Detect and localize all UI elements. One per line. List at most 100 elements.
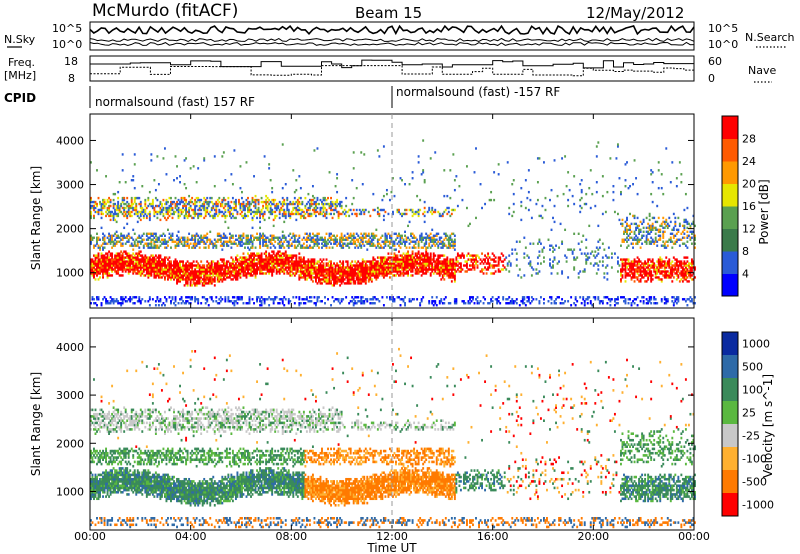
range-cell [170, 302, 172, 305]
range-cell [213, 216, 216, 220]
range-cell [505, 268, 508, 271]
range-cell [408, 242, 411, 245]
range-cell [500, 260, 503, 263]
range-cell [401, 298, 403, 301]
range-cell [381, 208, 384, 212]
range-cell [272, 268, 275, 271]
range-cell [343, 282, 346, 285]
range-cell [401, 272, 403, 275]
range-cell [93, 208, 95, 212]
range-cell [302, 236, 305, 239]
range-cell [198, 246, 201, 249]
range-cell [416, 194, 419, 198]
range-cell [227, 196, 230, 200]
range-cell [236, 278, 239, 281]
range-cell [167, 276, 169, 279]
range-cell [346, 242, 349, 245]
range-cell [342, 260, 345, 263]
range-cell [358, 212, 361, 216]
range-cell [440, 262, 443, 265]
range-cell [124, 242, 127, 245]
range-cell [221, 264, 224, 267]
range-cell [413, 260, 416, 263]
range-cell [393, 252, 396, 255]
range-cell [233, 208, 236, 212]
range-cell [301, 268, 304, 271]
range-cell [176, 270, 178, 273]
range-cell [441, 262, 444, 265]
range-cell [508, 212, 511, 216]
range-cell [151, 262, 154, 265]
range-cell [438, 238, 441, 241]
range-cell [425, 252, 428, 255]
range-cell [414, 272, 417, 275]
range-cell [141, 298, 144, 301]
range-cell [171, 208, 174, 212]
range-cell [194, 298, 197, 301]
range-cell [428, 236, 431, 239]
range-cell [177, 202, 180, 206]
range-cell [263, 244, 266, 247]
range-cell [171, 212, 174, 216]
range-cell [328, 240, 331, 243]
range-cell [247, 252, 249, 255]
range-cell [404, 212, 406, 216]
range-cell [373, 274, 376, 277]
range-cell [207, 244, 210, 247]
range-cell [219, 264, 222, 267]
range-cell [177, 274, 180, 277]
range-cell [395, 268, 397, 271]
range-cell [321, 200, 323, 204]
range-cell [411, 171, 414, 174]
range-cell [200, 236, 203, 239]
range-cell [121, 264, 124, 267]
range-cell [176, 272, 178, 275]
range-cell [473, 254, 476, 257]
range-cell [231, 268, 234, 271]
range-cell [96, 210, 98, 214]
range-cell [245, 204, 248, 208]
range-cell [289, 260, 292, 263]
range-cell [136, 242, 139, 245]
range-cell [132, 260, 135, 263]
range-cell [416, 268, 419, 271]
range-cell [194, 240, 197, 243]
range-cell [112, 240, 115, 243]
range-cell [236, 212, 239, 216]
range-cell [453, 298, 456, 301]
range-cell [233, 202, 236, 206]
range-cell [257, 256, 260, 259]
range-cell [204, 206, 207, 210]
range-cell [327, 280, 329, 283]
range-cell [151, 206, 154, 210]
range-cell [195, 264, 198, 267]
range-cell [195, 204, 198, 208]
range-cell [103, 246, 106, 249]
range-cell [395, 270, 397, 273]
range-cell [163, 264, 166, 267]
range-cell [355, 302, 358, 305]
range-cell [126, 300, 129, 303]
range-cell [334, 280, 337, 283]
range-cell [292, 200, 295, 204]
range-cell [118, 208, 121, 212]
range-cell [135, 268, 138, 271]
range-cell [228, 232, 231, 235]
range-cell [163, 296, 166, 299]
range-cell [435, 234, 438, 237]
range-cell [423, 179, 426, 182]
range-cell [144, 242, 147, 245]
range-cell [431, 244, 434, 247]
range-cell [151, 258, 154, 261]
range-cell [357, 278, 360, 281]
range-cell [127, 270, 130, 273]
range-cell [283, 236, 286, 239]
range-cell [509, 262, 512, 265]
range-cell [194, 274, 197, 277]
range-cell [93, 298, 95, 301]
range-cell [307, 234, 310, 237]
range-cell [385, 234, 388, 237]
range-cell [204, 282, 207, 285]
range-cell [209, 270, 212, 273]
range-cell [109, 302, 112, 305]
